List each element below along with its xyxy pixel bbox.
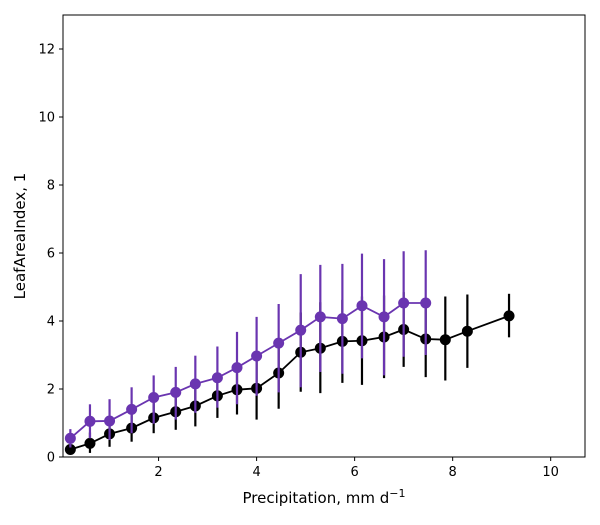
data-point bbox=[439, 334, 451, 346]
data-point bbox=[231, 362, 243, 374]
x-axis-label-exponent: −1 bbox=[389, 487, 405, 500]
y-tick-label: 2 bbox=[47, 383, 55, 398]
data-point bbox=[420, 297, 432, 309]
y-tick-label: 8 bbox=[47, 179, 55, 194]
y-tick-label: 4 bbox=[47, 315, 55, 330]
y-tick-label: 0 bbox=[47, 451, 55, 466]
data-point bbox=[273, 337, 285, 349]
chart-marks bbox=[64, 250, 515, 456]
x-tick-label: 8 bbox=[449, 465, 457, 480]
y-axis-label: LeafAreaIndex, 1 bbox=[11, 173, 29, 300]
data-point bbox=[84, 437, 96, 449]
x-tick-label: 2 bbox=[154, 465, 162, 480]
plot-area bbox=[62, 14, 586, 458]
data-point bbox=[170, 386, 182, 398]
data-point bbox=[84, 415, 96, 427]
series-1 bbox=[64, 250, 432, 448]
x-axis-label: Precipitation, mm d−1 bbox=[242, 487, 405, 507]
x-tick-label: 10 bbox=[542, 465, 559, 480]
x-tick-label: 4 bbox=[252, 465, 260, 480]
data-point bbox=[314, 311, 326, 323]
data-point bbox=[295, 324, 307, 336]
x-axis: 2 4 6 8 10 bbox=[154, 457, 559, 480]
x-tick-label: 6 bbox=[350, 465, 358, 480]
data-point bbox=[211, 372, 223, 384]
data-point bbox=[126, 403, 138, 415]
data-point bbox=[104, 415, 116, 427]
data-point bbox=[356, 300, 368, 312]
y-tick-label: 6 bbox=[47, 247, 55, 262]
data-point bbox=[251, 350, 263, 362]
data-point bbox=[189, 378, 201, 390]
y-tick-label: 12 bbox=[38, 43, 55, 58]
y-axis: 0 2 4 6 8 10 12 bbox=[38, 43, 63, 466]
data-point bbox=[398, 297, 410, 309]
data-point bbox=[461, 325, 473, 337]
data-point bbox=[378, 311, 390, 323]
data-point bbox=[503, 310, 515, 322]
data-point bbox=[148, 392, 160, 403]
data-point bbox=[64, 432, 76, 444]
y-tick-label: 10 bbox=[38, 111, 55, 126]
data-point bbox=[336, 313, 348, 325]
